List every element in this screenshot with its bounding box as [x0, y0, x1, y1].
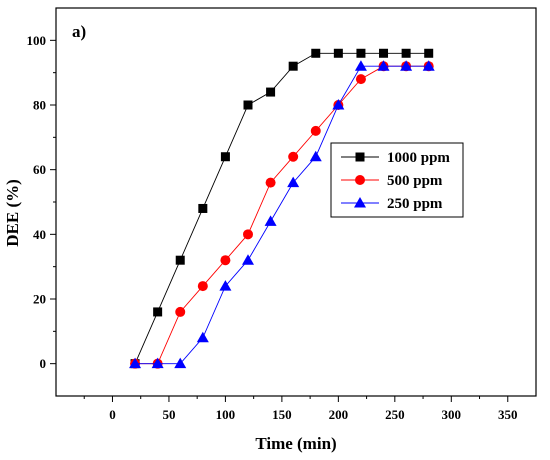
- data-point: [401, 48, 411, 58]
- y-axis-label: DEE (%): [3, 179, 22, 247]
- data-point: [379, 48, 389, 58]
- legend-label: 250 ppm: [387, 196, 443, 212]
- data-point: [310, 125, 321, 136]
- data-point: [400, 60, 413, 71]
- data-point: [311, 48, 321, 58]
- data-point: [309, 150, 322, 162]
- data-point: [220, 152, 230, 162]
- data-point: [196, 331, 209, 343]
- legend-marker: [355, 175, 365, 185]
- y-tick-label: 80: [33, 98, 46, 113]
- x-tick-label: 150: [272, 407, 292, 422]
- data-point: [175, 255, 185, 265]
- data-point: [333, 48, 343, 58]
- legend: 1000 ppm 500 ppm 250 ppm: [330, 142, 464, 218]
- x-tick-label: 200: [329, 407, 349, 422]
- data-point: [288, 151, 299, 162]
- data-point: [356, 48, 366, 58]
- x-tick-label: 300: [442, 407, 462, 422]
- x-tick-label: 0: [109, 407, 116, 422]
- data-point: [174, 357, 187, 369]
- data-point: [377, 60, 390, 71]
- data-point: [243, 229, 253, 240]
- x-tick-label: 100: [216, 407, 236, 422]
- x-tick-label: 50: [162, 407, 175, 422]
- data-point: [198, 203, 208, 213]
- data-point: [220, 255, 231, 266]
- x-axis-label: Time (min): [255, 434, 336, 453]
- data-point: [287, 176, 300, 188]
- y-tick-label: 60: [33, 162, 46, 177]
- y-tick-label: 40: [33, 227, 46, 242]
- data-point: [219, 280, 232, 291]
- data-point: [153, 307, 163, 317]
- data-point: [266, 87, 276, 97]
- data-point: [265, 177, 276, 188]
- x-tick-label: 250: [385, 407, 405, 422]
- y-tick-label: 20: [33, 292, 46, 307]
- data-point: [242, 254, 254, 265]
- data-point: [264, 215, 277, 226]
- data-point: [288, 61, 298, 71]
- data-point: [355, 74, 366, 85]
- data-point: [151, 357, 164, 369]
- series-2: [129, 60, 435, 369]
- legend-marker: [355, 152, 365, 162]
- data-point: [243, 100, 253, 110]
- series-line: [135, 65, 429, 365]
- legend-label: 500 ppm: [387, 173, 443, 189]
- legend-label: 1000 ppm: [387, 150, 450, 166]
- legend-marker: [354, 197, 366, 208]
- panel-label: a): [72, 22, 86, 41]
- data-point: [332, 99, 345, 110]
- data-point: [424, 48, 434, 58]
- y-tick-label: 100: [27, 33, 47, 48]
- data-point: [354, 60, 367, 71]
- data-point: [197, 281, 208, 292]
- series-layer: [129, 48, 435, 369]
- data-point: [129, 357, 142, 369]
- data-point: [422, 60, 435, 71]
- axis-ticks: 0 50 100 150 200 250 300 350 0 20 40 60 80 100: [27, 33, 518, 422]
- x-tick-label: 350: [498, 407, 518, 422]
- data-point: [175, 306, 186, 317]
- y-tick-label: 0: [40, 356, 47, 371]
- series-0: [130, 48, 434, 369]
